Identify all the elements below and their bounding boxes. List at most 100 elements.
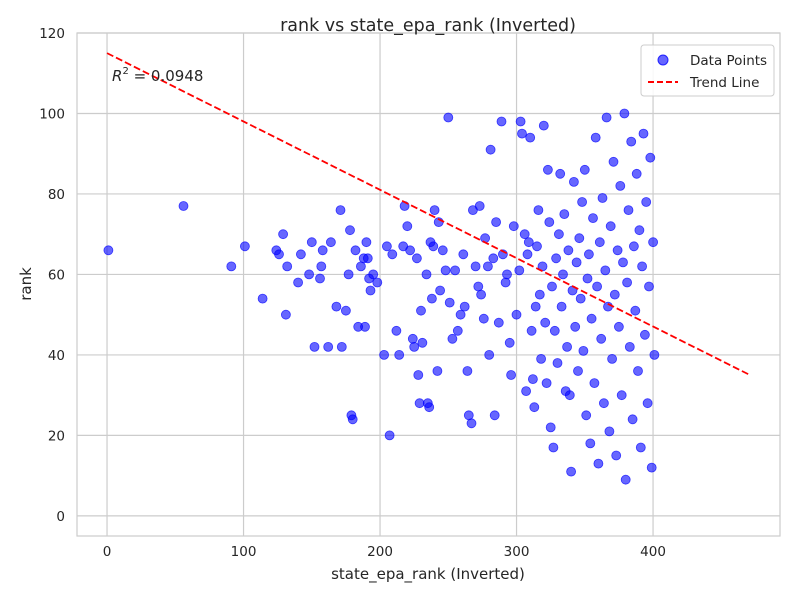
data-point xyxy=(458,249,469,260)
x-tick-labels: 0 100 200 300 400 xyxy=(103,544,666,560)
data-point xyxy=(562,341,572,352)
data-point xyxy=(521,386,531,397)
data-point xyxy=(455,309,466,320)
data-point xyxy=(645,152,656,163)
y-tick-label: 60 xyxy=(48,267,65,283)
data-point xyxy=(511,309,522,320)
data-point xyxy=(496,116,507,127)
data-point xyxy=(452,325,463,336)
data-point xyxy=(325,237,336,248)
data-point xyxy=(528,374,538,385)
data-point xyxy=(629,241,639,252)
data-point xyxy=(379,349,390,360)
data-point xyxy=(295,249,306,260)
data-point xyxy=(350,245,361,256)
data-point xyxy=(594,237,605,248)
data-point xyxy=(582,273,593,284)
y-tick-labels: 0 20 40 60 80 100 120 xyxy=(39,26,65,525)
data-point xyxy=(293,277,304,288)
data-point xyxy=(362,253,373,264)
data-point xyxy=(402,221,413,232)
data-point xyxy=(470,261,481,272)
data-point xyxy=(641,197,652,207)
data-point xyxy=(517,128,527,139)
data-point xyxy=(340,305,351,316)
data-point xyxy=(644,281,654,292)
data-point xyxy=(584,249,594,260)
x-tick-label: 400 xyxy=(640,544,666,560)
data-point xyxy=(466,418,477,429)
data-point xyxy=(485,144,496,155)
data-point xyxy=(416,305,426,316)
data-point xyxy=(616,390,627,401)
data-point xyxy=(459,301,470,312)
data-point xyxy=(365,285,376,296)
data-point xyxy=(424,402,435,413)
data-point xyxy=(614,321,624,332)
data-point xyxy=(533,205,544,216)
data-point xyxy=(569,176,579,187)
data-point xyxy=(440,265,451,276)
data-point xyxy=(541,378,552,389)
data-point xyxy=(384,430,395,441)
data-point xyxy=(239,241,250,252)
data-point xyxy=(558,269,568,280)
data-point xyxy=(622,277,632,288)
data-point xyxy=(612,245,623,256)
data-point xyxy=(566,466,576,477)
data-point xyxy=(435,285,446,296)
svg-text:R2 = 0.0948: R2 = 0.0948 xyxy=(112,66,203,85)
data-point xyxy=(360,321,370,332)
data-point xyxy=(534,289,545,300)
legend-label-trend-line: Trend Line xyxy=(689,75,759,91)
data-point xyxy=(573,366,583,376)
data-point xyxy=(581,410,592,421)
data-point xyxy=(489,410,500,421)
data-point xyxy=(609,289,620,300)
data-point xyxy=(579,164,590,175)
data-point xyxy=(462,366,473,376)
data-point xyxy=(574,233,585,244)
plot-frame xyxy=(76,32,781,537)
data-point xyxy=(620,474,631,485)
data-point xyxy=(597,193,608,203)
data-point xyxy=(563,245,574,256)
data-point xyxy=(381,241,392,252)
data-point xyxy=(411,253,422,264)
data-point xyxy=(432,366,443,376)
data-point xyxy=(484,349,495,360)
data-point xyxy=(409,341,420,352)
data-point xyxy=(607,353,617,364)
chart-title: rank vs state_epa_rank (Inverted) xyxy=(280,16,576,36)
data-point xyxy=(571,257,582,268)
r-squared-annotation: R2 = 0.0948 xyxy=(112,66,203,85)
data-point xyxy=(282,261,293,272)
data-point xyxy=(618,257,628,268)
x-tick-label: 300 xyxy=(504,544,530,560)
data-point xyxy=(589,378,600,389)
data-point xyxy=(103,245,114,256)
data-point xyxy=(474,201,485,211)
data-point xyxy=(421,269,432,280)
data-point xyxy=(601,112,612,123)
data-point xyxy=(522,249,533,260)
data-point xyxy=(482,261,493,272)
data-point xyxy=(447,333,458,344)
data-point xyxy=(551,253,561,264)
data-point xyxy=(355,261,366,272)
r-squared-value: = 0.0948 xyxy=(129,67,204,85)
data-point xyxy=(638,128,649,139)
data-point xyxy=(605,221,616,232)
data-point xyxy=(347,414,358,425)
y-tick-label: 120 xyxy=(39,26,65,42)
data-point xyxy=(640,329,650,340)
data-point xyxy=(549,325,560,336)
data-point xyxy=(331,301,342,312)
data-point xyxy=(306,237,317,248)
data-point xyxy=(488,253,499,264)
data-point xyxy=(626,136,637,147)
data-point xyxy=(429,205,440,216)
data-point xyxy=(405,245,416,256)
